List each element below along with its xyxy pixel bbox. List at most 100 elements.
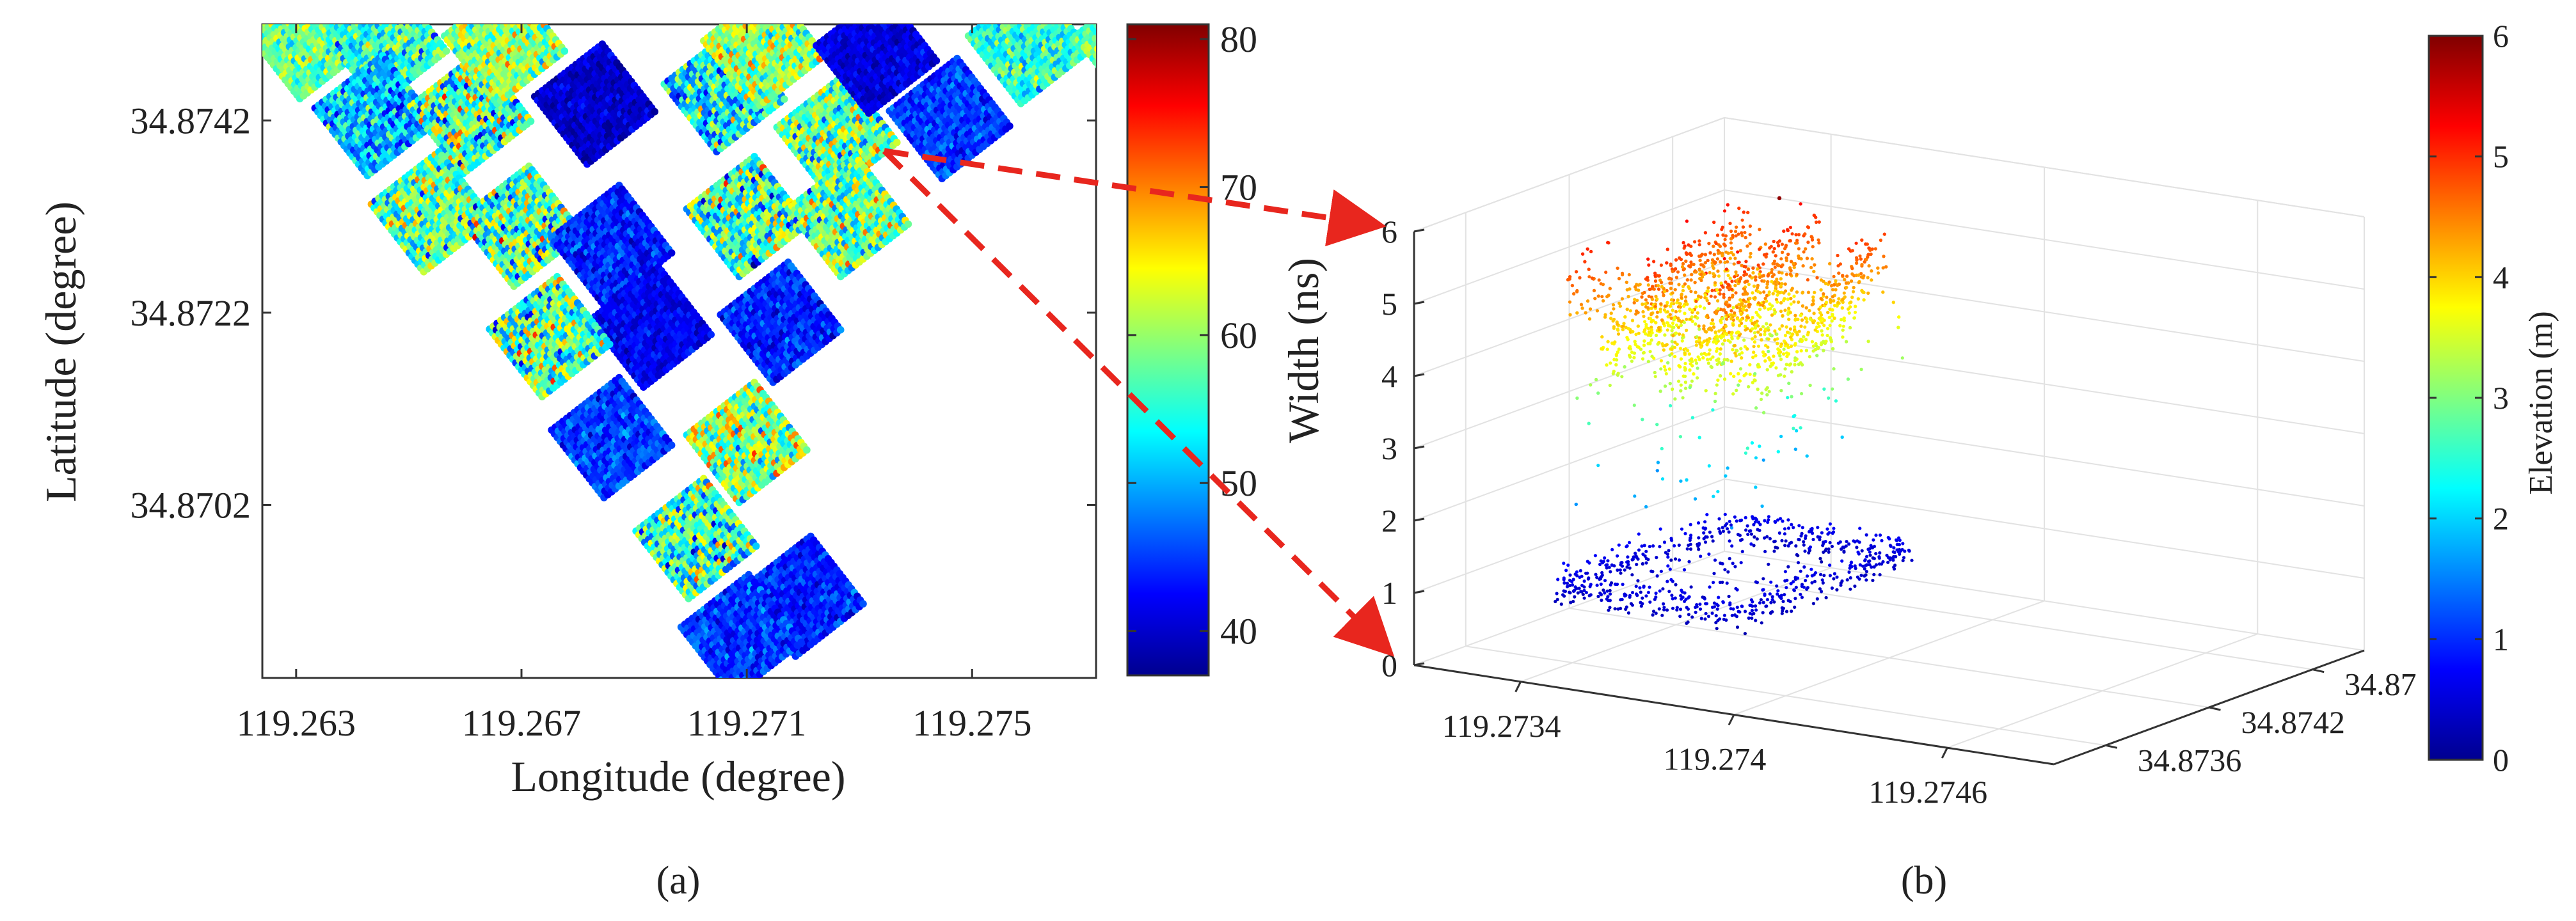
- field-point: [999, 6, 1006, 14]
- field-point: [291, 3, 299, 11]
- field-point: [887, 14, 895, 22]
- field-point: [417, 13, 424, 21]
- field-point: [254, 26, 262, 33]
- field-point: [1105, 13, 1113, 20]
- field-point: [1113, 78, 1121, 86]
- field-point: [325, 1, 333, 8]
- field-point: [1102, 63, 1109, 71]
- field-point: [470, 15, 478, 23]
- field-point: [353, 9, 360, 17]
- field-point: [1163, 10, 1170, 17]
- field-point: [736, 15, 744, 22]
- field-point: [892, 4, 900, 12]
- field-point: [356, 13, 363, 20]
- field-point: [285, 0, 292, 3]
- field-point: [1052, 13, 1060, 20]
- field-point: [262, 13, 270, 20]
- field-point: [1106, 30, 1114, 38]
- field-point: [765, 4, 773, 12]
- field-point: [364, 0, 372, 8]
- field-point: [309, 0, 317, 3]
- field-point: [1006, 0, 1014, 8]
- field-point: [1027, 0, 1035, 4]
- field-point: [1116, 4, 1124, 12]
- field-point: [411, 6, 418, 14]
- field-point: [380, 6, 388, 13]
- field-point: [284, 2, 292, 10]
- field-point: [323, 14, 331, 22]
- field-point: [1111, 20, 1118, 28]
- field-point: [522, 5, 530, 13]
- field-point: [756, 0, 764, 1]
- field-point: [882, 6, 889, 14]
- field-point: [869, 0, 877, 6]
- field-point: [495, 8, 502, 16]
- field-point: [481, 7, 489, 15]
- field-point: [1120, 79, 1128, 87]
- field-point: [777, 13, 785, 20]
- field-point: [995, 9, 1003, 17]
- field-point: [508, 10, 516, 18]
- field-point: [1107, 23, 1115, 31]
- field-point: [776, 0, 784, 3]
- field-point: [1029, 6, 1037, 14]
- field-point: [1001, 10, 1009, 17]
- field-point: [1105, 36, 1113, 44]
- field-point: [893, 138, 901, 146]
- field-point: [528, 13, 536, 20]
- field-point: [1058, 13, 1066, 21]
- field-point: [1117, 52, 1124, 59]
- field-point: [274, 4, 282, 12]
- field-point: [409, 13, 417, 20]
- field-point: [255, 19, 263, 26]
- field-point: [864, 8, 872, 15]
- field-point: [1043, 1, 1051, 9]
- field-point: [775, 3, 783, 10]
- field-point: [408, 3, 415, 10]
- field-point: [482, 0, 490, 8]
- field-point: [1046, 12, 1053, 20]
- field-point: [394, 1, 402, 8]
- field-point: [523, 0, 530, 6]
- field-point: [1156, 9, 1164, 17]
- field-point: [486, 0, 493, 4]
- field-point: [1109, 81, 1117, 89]
- field-point: [326, 0, 333, 1]
- field-point: [1047, 0, 1054, 6]
- field-point: [499, 0, 507, 6]
- field-point: [888, 7, 896, 15]
- field-point: [1152, 12, 1160, 20]
- field-point: [742, 5, 749, 13]
- field-point: [1162, 17, 1170, 24]
- field-point: [1120, 55, 1127, 63]
- field-point: [485, 4, 493, 12]
- field-point: [287, 6, 295, 13]
- field-point: [1125, 15, 1133, 23]
- field-point: [785, 7, 793, 15]
- field-point: [761, 14, 768, 22]
- field-point: [1106, 6, 1113, 14]
- field-point: [502, 3, 510, 10]
- field-point: [1139, 10, 1147, 18]
- field-point: [299, 14, 307, 22]
- field-point: [1015, 12, 1022, 19]
- field-point: [1005, 7, 1013, 15]
- field-point: [266, 10, 274, 18]
- field-point: [1140, 4, 1147, 12]
- field-point: [1093, 45, 1096, 52]
- field-point: [1159, 13, 1166, 20]
- field-point: [518, 8, 526, 16]
- field-point: [1117, 0, 1125, 4]
- field-point: [882, 0, 890, 7]
- field-point: [1153, 5, 1161, 13]
- field-point: [498, 12, 505, 20]
- field-point: [870, 15, 878, 23]
- field-point: [397, 4, 405, 12]
- field-point: [1008, 11, 1016, 19]
- field-point: [898, 12, 905, 20]
- field-point: [497, 0, 504, 3]
- field-point: [481, 13, 488, 21]
- field-point: [1033, 4, 1040, 12]
- field-point: [467, 12, 475, 20]
- field-point: [313, 16, 321, 24]
